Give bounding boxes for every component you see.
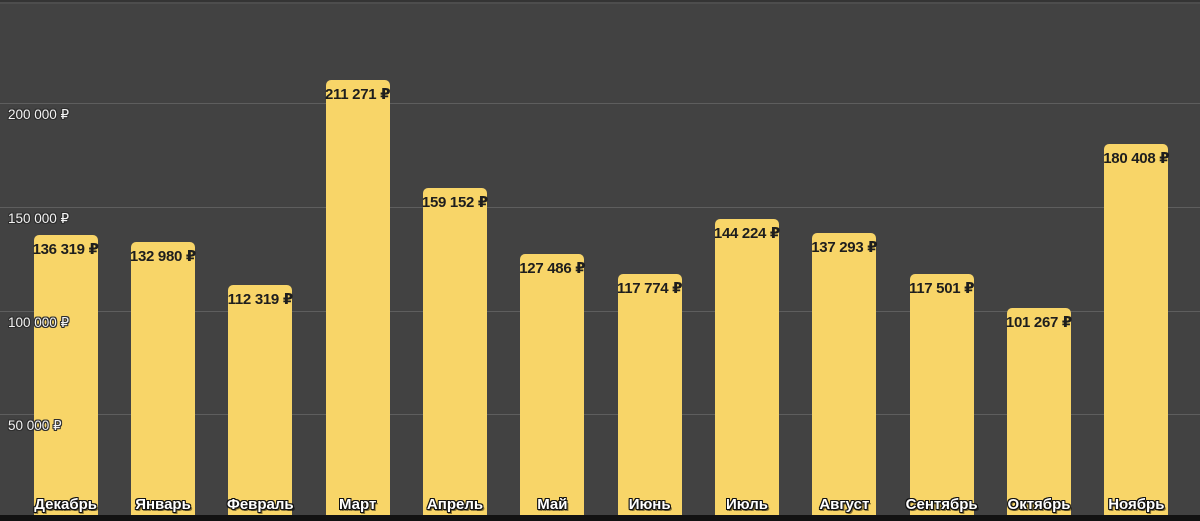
bar-6[interactable]: 127 486 ₽ xyxy=(519,253,586,518)
bar-3[interactable]: 112 319 ₽ xyxy=(227,285,294,518)
y-axis-tick-label: 200 000 ₽ xyxy=(8,107,70,123)
bar-value-label: 180 408 ₽ xyxy=(1103,149,1170,167)
month-label: Октябрь xyxy=(1007,496,1071,513)
bar-11[interactable]: 101 267 ₽ xyxy=(1005,307,1073,518)
month-label: Февраль xyxy=(227,496,294,513)
gridline xyxy=(0,310,1200,312)
month-label: Декабрь xyxy=(34,496,98,513)
bar-value-label: 136 319 ₽ xyxy=(32,241,99,259)
gridline xyxy=(0,206,1200,208)
bar-value-label: 101 267 ₽ xyxy=(1005,313,1073,331)
month-label: Июнь xyxy=(628,496,671,513)
bar-7[interactable]: 117 774 ₽ xyxy=(617,273,683,518)
month-label: Август xyxy=(819,496,870,513)
gridline xyxy=(0,414,1200,416)
top-edge-highlight xyxy=(0,0,1200,4)
bar-10[interactable]: 117 501 ₽ xyxy=(909,274,975,518)
gridline xyxy=(0,103,1200,105)
month-label: Январь xyxy=(135,496,191,513)
month-label: Сентябрь xyxy=(905,496,978,513)
bar-value-label: 127 486 ₽ xyxy=(519,259,586,277)
bar-4[interactable]: 211 271 ₽ xyxy=(325,79,391,518)
bar-value-label: 211 271 ₽ xyxy=(325,85,391,103)
bar-8[interactable]: 144 224 ₽ xyxy=(713,218,781,518)
bar-2[interactable]: 132 980 ₽ xyxy=(129,242,197,518)
bar-5[interactable]: 159 152 ₽ xyxy=(421,187,489,518)
y-axis-tick-label: 150 000 ₽ xyxy=(8,210,70,226)
y-axis-tick-label: 100 000 ₽ xyxy=(8,314,70,330)
month-label: Июль xyxy=(726,496,768,513)
month-label: Март xyxy=(338,496,377,513)
bar-value-label: 112 319 ₽ xyxy=(227,291,294,309)
bar-value-label: 132 980 ₽ xyxy=(129,248,197,266)
month-label: Ноябрь xyxy=(1108,496,1165,513)
bar-9[interactable]: 137 293 ₽ xyxy=(811,233,878,518)
bar-value-label: 137 293 ₽ xyxy=(811,239,878,257)
bar-1[interactable]: 136 319 ₽ xyxy=(32,235,99,518)
bar-value-label: 159 152 ₽ xyxy=(421,193,489,211)
bar-value-label: 117 774 ₽ xyxy=(617,279,683,297)
bottom-edge-strip xyxy=(0,515,1200,521)
y-axis-tick-label: 50 000 ₽ xyxy=(8,418,62,434)
bar-value-label: 144 224 ₽ xyxy=(713,224,781,242)
bar-value-label: 117 501 ₽ xyxy=(909,280,975,298)
month-label: Апрель xyxy=(426,496,484,513)
bar-12[interactable]: 180 408 ₽ xyxy=(1103,143,1170,518)
month-label: Май xyxy=(537,496,568,513)
